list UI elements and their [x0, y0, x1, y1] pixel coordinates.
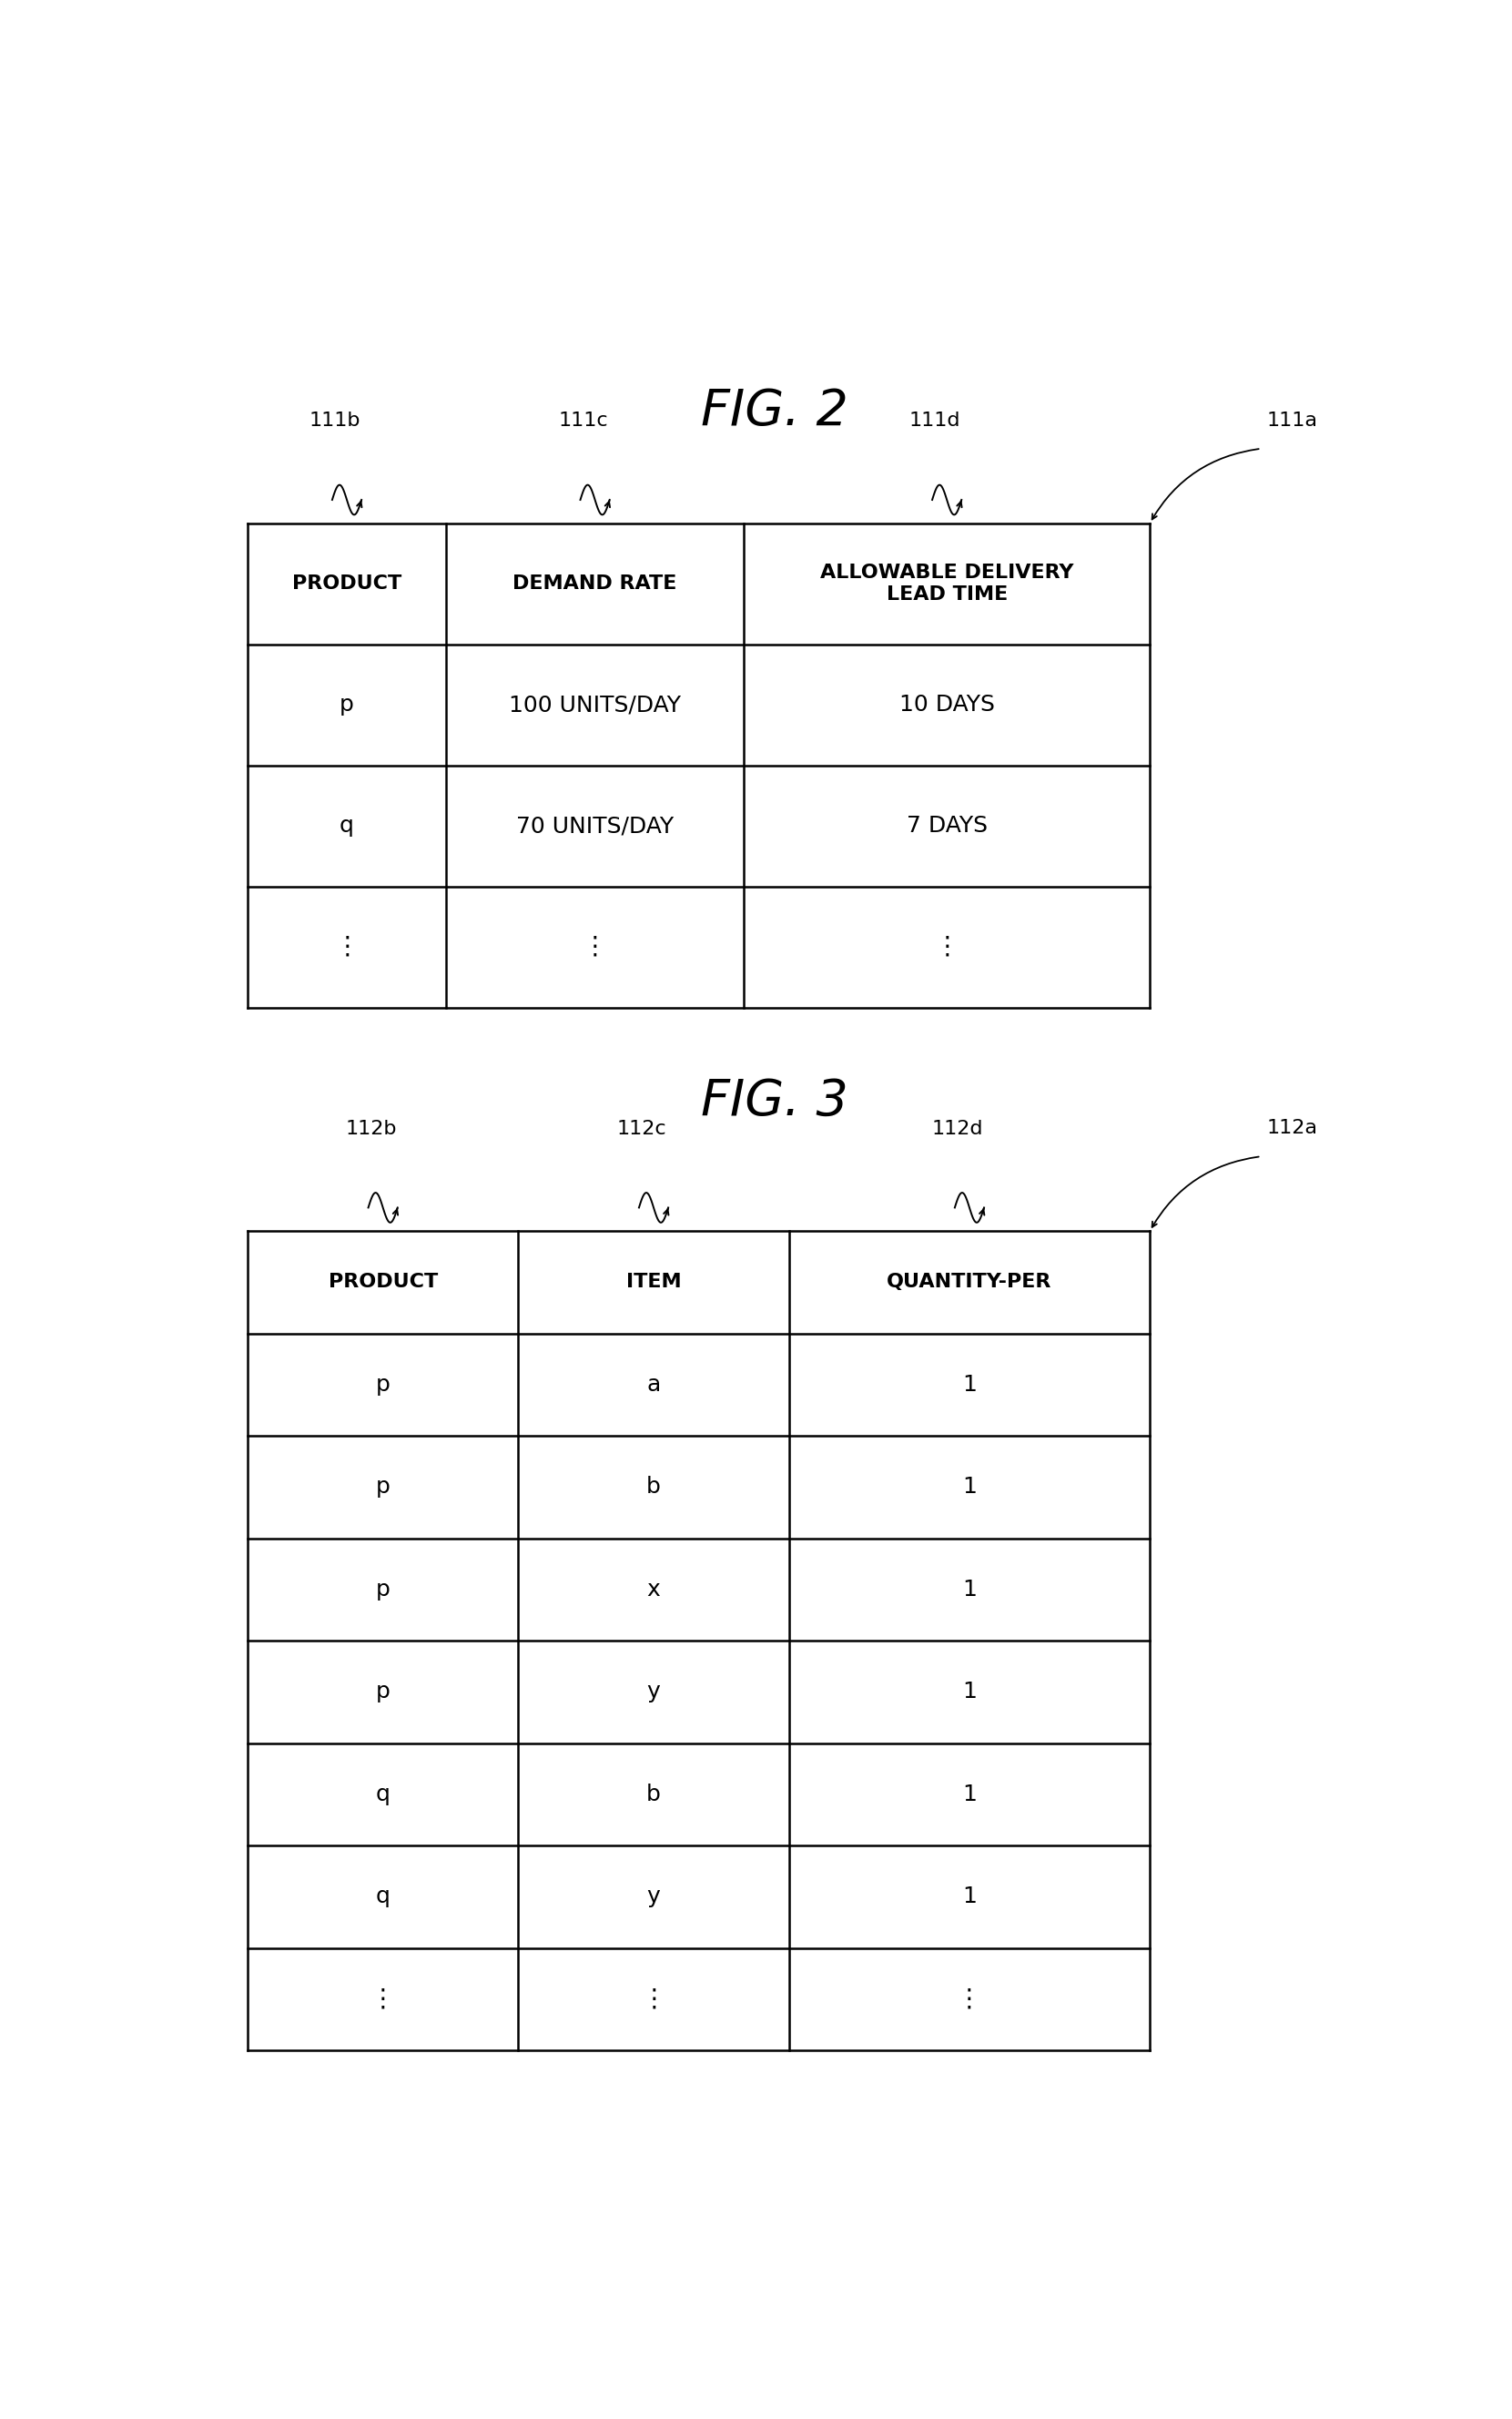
- Text: 10 DAYS: 10 DAYS: [900, 694, 995, 716]
- Text: ⋮: ⋮: [582, 934, 608, 960]
- Text: FIG. 2: FIG. 2: [702, 387, 848, 435]
- Text: p: p: [375, 1580, 390, 1601]
- Text: ⋮: ⋮: [334, 934, 360, 960]
- Text: PRODUCT: PRODUCT: [292, 576, 402, 593]
- Text: ITEM: ITEM: [626, 1272, 682, 1292]
- Text: q: q: [340, 815, 354, 837]
- Text: ALLOWABLE DELIVERY
LEAD TIME: ALLOWABLE DELIVERY LEAD TIME: [820, 564, 1074, 602]
- Text: 111a: 111a: [1267, 411, 1318, 431]
- Text: 70 UNITS/DAY: 70 UNITS/DAY: [516, 815, 674, 837]
- Text: QUANTITY-PER: QUANTITY-PER: [888, 1272, 1052, 1292]
- Text: q: q: [375, 1887, 390, 1909]
- Text: y: y: [647, 1887, 661, 1909]
- Text: 7 DAYS: 7 DAYS: [906, 815, 987, 837]
- Text: 1: 1: [962, 1580, 977, 1601]
- Text: FIG. 3: FIG. 3: [702, 1076, 848, 1125]
- Text: x: x: [647, 1580, 661, 1601]
- Text: 112b: 112b: [346, 1120, 398, 1137]
- Text: 112d: 112d: [931, 1120, 983, 1137]
- Text: 1: 1: [962, 1374, 977, 1396]
- Text: p: p: [340, 694, 354, 716]
- Text: 1: 1: [962, 1887, 977, 1909]
- Text: 112a: 112a: [1267, 1120, 1318, 1137]
- Text: p: p: [375, 1681, 390, 1703]
- Text: 1: 1: [962, 1476, 977, 1497]
- Text: 111b: 111b: [310, 411, 361, 431]
- Text: a: a: [647, 1374, 661, 1396]
- Text: 100 UNITS/DAY: 100 UNITS/DAY: [510, 694, 680, 716]
- Text: p: p: [375, 1374, 390, 1396]
- Text: ⋮: ⋮: [957, 1986, 983, 2013]
- Text: 1: 1: [962, 1681, 977, 1703]
- Text: 112c: 112c: [617, 1120, 667, 1137]
- Text: b: b: [647, 1476, 661, 1497]
- Text: 1: 1: [962, 1783, 977, 1805]
- Text: q: q: [375, 1783, 390, 1805]
- Text: 111d: 111d: [909, 411, 960, 431]
- Text: PRODUCT: PRODUCT: [328, 1272, 437, 1292]
- Text: ⋮: ⋮: [370, 1986, 396, 2013]
- Text: b: b: [647, 1783, 661, 1805]
- Text: ⋮: ⋮: [934, 934, 960, 960]
- Text: 111c: 111c: [558, 411, 608, 431]
- Text: y: y: [647, 1681, 661, 1703]
- Text: DEMAND RATE: DEMAND RATE: [513, 576, 677, 593]
- Text: ⋮: ⋮: [641, 1986, 667, 2013]
- Text: p: p: [375, 1476, 390, 1497]
